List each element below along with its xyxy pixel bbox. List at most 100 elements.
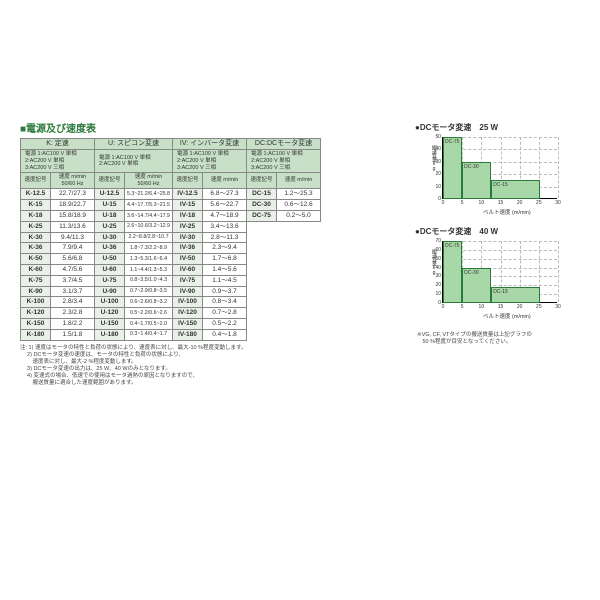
cell-dc-val: 0.2～5.0 [277,210,321,221]
cell-k-code: K-25 [21,221,51,232]
hdr-val-u: 速度 m/min 50/60 Hz [125,173,173,189]
cell-k-code: K-18 [21,210,51,221]
cell-k-code: K-30 [21,232,51,243]
x-axis-label: ベルト速度 (m/min) [483,208,531,216]
cell-k-code: K-60 [21,264,51,275]
cell-u-code: U-120 [95,308,125,319]
cell-u-code: U-30 [95,232,125,243]
footnotes: 注: 1) 速度はモータの特性と負荷の状態により、速度表に対し、最大-10 %程… [20,345,580,388]
chart-step [443,241,462,303]
power-dc: 電源 1:AC100 V 単相 2:AC200 V 単相 3:AC200 V 三… [247,150,321,173]
note-line: 3) DCモータ変速の出力は、25 W、40 Wのみとなります。 [20,366,580,373]
y-tick: 10 [431,291,441,297]
cell-k-val: 4.7/5.6 [51,264,95,275]
cell-dc-code: DC-15 [247,189,277,200]
table-row: K-1815.8/18.9U-183.6~14.7/4.4~17.9IV-184… [21,210,321,221]
cell-k-code: K-15 [21,200,51,211]
hdr-code-iv: 速度記号 [173,173,203,189]
cell-iv-code: IV-180 [173,329,203,340]
cell-iv-code: IV-150 [173,318,203,329]
cell-k-val: 3.1/3.7 [51,286,95,297]
chart-step-label: DC-75 [445,139,459,145]
cell-iv-code: IV-25 [173,221,203,232]
table-row: K-1518.9/22.7U-154.4~17.7/5.3~21.5IV-155… [21,200,321,211]
cell-u-code: U-15 [95,200,125,211]
power-u: 電源 1:AC100 V 単相 2:AC200 V 単相 [95,150,173,173]
table-row: K-1202.3/2.8U-1200.5~2.2/0.6~2.6IV-1200.… [21,308,321,319]
cell-k-val: 18.9/22.7 [51,200,95,211]
chart-40w: DC-15DC-30DC-750102030405060700510152025… [430,239,580,324]
cell-u-code: U-60 [95,264,125,275]
cell-u-val: 2.6~10.6/3.2~12.9 [125,221,173,232]
y-tick: 20 [431,171,441,177]
chart-footnote: ※VG, CF, VTタイプの搬送質量は上記グラフの 50 %程度が目安となって… [417,332,585,346]
chart-step-label: DC-15 [493,289,507,295]
x-tick: 15 [495,200,507,206]
col-group-k: K: 定速 [21,139,95,150]
cell-k-code: K-150 [21,318,51,329]
x-tick: 5 [456,200,468,206]
chart-step-label: DC-15 [493,182,507,188]
cell-k-code: K-12.5 [21,189,51,200]
col-group-iv: IV: インバータ変速 [173,139,247,150]
table-row: K-367.9/9.4U-361.8~7.3/2.2~8.9IV-362.3～9… [21,243,321,254]
hdr-val-iv: 速度 m/min [203,173,247,189]
x-tick: 25 [533,200,545,206]
chart-step-label: DC-30 [464,164,478,170]
cell-iv-code: IV-120 [173,308,203,319]
cell-u-val: 0.7~2.9/0.8~3.5 [125,286,173,297]
chart-step-label: DC-30 [464,270,478,276]
speed-table: K: 定速 U: スピコン変速 IV: インバータ変速 DC:DCモータ変速 電… [20,138,321,341]
x-tick: 25 [533,304,545,310]
cell-u-code: U-12.5 [95,189,125,200]
y-tick: 70 [431,238,441,244]
cell-u-code: U-100 [95,297,125,308]
cell-k-code: K-50 [21,254,51,265]
table-row: K-309.4/11.3U-302.2~8.8/2.8~10.7IV-302.8… [21,232,321,243]
cell-iv-val: 1.7～6.8 [203,254,247,265]
col-group-dc: DC:DCモータ変速 [247,139,321,150]
cell-iv-code: IV-60 [173,264,203,275]
cell-k-code: K-75 [21,275,51,286]
cell-u-code: U-150 [95,318,125,329]
cell-u-val: 0.8~3.5/1.0~4.3 [125,275,173,286]
x-tick: 15 [495,304,507,310]
cell-u-val: 4.4~17.7/5.3~21.5 [125,200,173,211]
cell-u-val: 1.3~5.3/1.6~6.4 [125,254,173,265]
cell-k-code: K-90 [21,286,51,297]
cell-k-code: K-100 [21,297,51,308]
cell-k-val: 15.8/18.9 [51,210,95,221]
note-line: 速度表に対し、最大-2 %程度変動します。 [20,359,580,366]
cell-iv-val: 0.5～2.2 [203,318,247,329]
cell-iv-code: IV-36 [173,243,203,254]
cell-dc-val: 1.2～25.3 [277,189,321,200]
table-row: K-2511.3/13.6U-252.6~10.6/3.2~12.9IV-253… [21,221,321,232]
cell-u-code: U-25 [95,221,125,232]
cell-iv-val: 2.3～9.4 [203,243,247,254]
cell-k-val: 2.8/3.4 [51,297,95,308]
cell-u-val: 1.8~7.3/2.2~8.9 [125,243,173,254]
chart-step [443,137,462,199]
chart-25w: DC-15DC-30DC-7501020304050051015202530搬送… [430,135,580,220]
cell-u-code: U-90 [95,286,125,297]
cell-iv-val: 0.4～1.8 [203,329,247,340]
x-tick: 30 [552,200,564,206]
note-line: 搬送質量に適合した速度範囲があります。 [20,380,580,387]
cell-k-val: 9.4/11.3 [51,232,95,243]
cell-u-code: U-75 [95,275,125,286]
cell-iv-code: IV-90 [173,286,203,297]
x-tick: 30 [552,304,564,310]
cell-iv-val: 0.7～2.8 [203,308,247,319]
chart40-title: ●DCモータ変速 40 W [415,226,585,237]
table-row: K-505.6/6.8U-501.3~5.3/1.6~6.4IV-501.7～6… [21,254,321,265]
cell-u-code: U-180 [95,329,125,340]
cell-iv-val: 1.4～5.6 [203,264,247,275]
col-group-u: U: スピコン変速 [95,139,173,150]
cell-u-val: 5.3~21.2/6.4~25.8 [125,189,173,200]
cell-dc-code: DC-30 [247,200,277,211]
y-axis-label: 搬送質量kg [431,249,438,275]
cell-k-val: 1.8/2.2 [51,318,95,329]
cell-k-val: 3.7/4.5 [51,275,95,286]
table-row: K-753.7/4.5U-750.8~3.5/1.0~4.3IV-751.1～4… [21,275,321,286]
cell-iv-code: IV-100 [173,297,203,308]
